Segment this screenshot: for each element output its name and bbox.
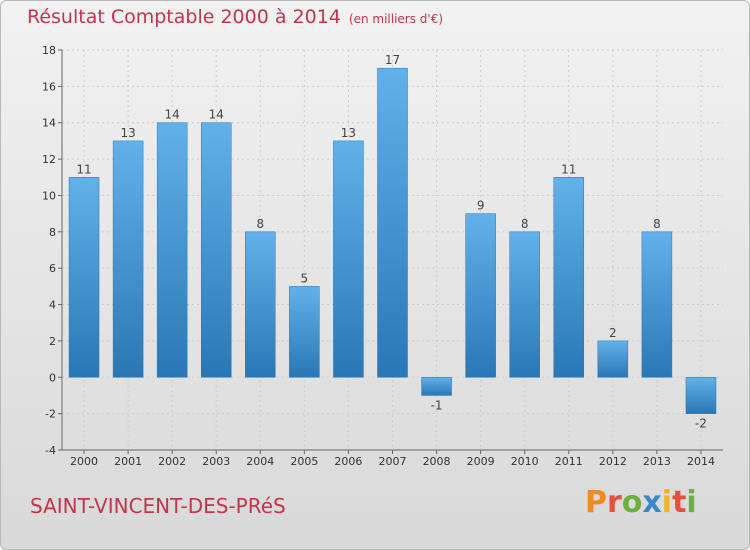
data-label-2003: 14	[209, 108, 224, 122]
logo-letter: o	[621, 485, 643, 520]
y-tick-label: 0	[49, 371, 56, 384]
y-tick-label: -4	[45, 444, 56, 457]
x-tick-label-2003: 2003	[202, 455, 230, 468]
bar-2007	[377, 67, 408, 378]
data-label-2013: 8	[653, 217, 661, 231]
logo-letter: r	[607, 485, 622, 520]
data-label-2008: -1	[431, 398, 443, 412]
logo-letter: i	[686, 485, 697, 520]
bar-2011	[553, 177, 585, 378]
axes	[58, 49, 723, 454]
chart-title-text: Résultat Comptable 2000 à 2014	[27, 6, 341, 28]
y-tick-label: 12	[42, 153, 56, 166]
y-tick-label: 4	[49, 299, 56, 312]
y-tick-label: 10	[42, 189, 56, 202]
bar-2012	[597, 340, 629, 378]
data-label-2014: -2	[695, 417, 707, 431]
x-tick-label-2008: 2008	[423, 455, 451, 468]
bar-2002	[156, 122, 188, 378]
labels: -4 -2 0 2 4 6 8 10 12 14 16 18 11 13 14 14 8 5 13 17 -1 9 8 11 2…	[42, 44, 715, 468]
bars	[68, 67, 717, 414]
chart-title: Résultat Comptable 2000 à 2014 (en millie…	[27, 6, 443, 28]
x-tick-label-2014: 2014	[687, 455, 715, 468]
x-tick-label-2002: 2002	[158, 455, 186, 468]
bar-2004	[245, 231, 276, 378]
x-tick-label-2006: 2006	[334, 455, 362, 468]
data-label-2002: 14	[165, 108, 180, 122]
bar-2006	[333, 140, 364, 378]
bar-2000	[68, 177, 100, 378]
y-tick-label: 18	[42, 44, 56, 57]
bar-2005	[289, 286, 320, 378]
y-tick-label: 8	[49, 226, 56, 239]
y-tick-label: 16	[42, 80, 56, 93]
y-tick-label: 14	[42, 117, 56, 130]
bar-2003	[200, 122, 232, 378]
x-tick-label-2007: 2007	[379, 455, 407, 468]
x-tick-label-2010: 2010	[511, 455, 539, 468]
data-label-2001: 13	[120, 126, 135, 140]
data-label-2010: 8	[521, 217, 529, 231]
data-label-2012: 2	[609, 326, 617, 340]
x-tick-label-2005: 2005	[290, 455, 318, 468]
commune-name: SAINT-VINCENT-DES-PRéS	[30, 494, 286, 518]
data-label-2011: 11	[561, 162, 576, 176]
bar-2013	[641, 231, 673, 378]
bar-2010	[509, 231, 540, 378]
x-tick-label-2001: 2001	[114, 455, 142, 468]
bar-2001	[112, 140, 144, 378]
x-tick-label-2009: 2009	[467, 455, 495, 468]
data-label-2007: 17	[385, 53, 400, 67]
data-label-2006: 13	[341, 126, 356, 140]
y-tick-label: -2	[45, 408, 56, 421]
x-tick-label-2000: 2000	[70, 455, 98, 468]
bar-2009	[465, 213, 496, 378]
bar-2014	[685, 377, 717, 414]
logo-letter: t	[672, 485, 687, 520]
y-tick-label: 6	[49, 262, 56, 275]
chart-unit: (en milliers d'€)	[348, 12, 444, 26]
data-label-2005: 5	[301, 271, 309, 285]
logo-letter: i	[661, 485, 673, 520]
data-label-2004: 8	[256, 217, 264, 231]
logo-letter: P	[585, 485, 607, 520]
data-label-2009: 9	[477, 199, 485, 213]
data-label-2000: 11	[76, 162, 91, 176]
proxiti-logo[interactable]: Proxiti	[585, 485, 697, 520]
bar-2008	[421, 377, 452, 396]
x-tick-label-2011: 2011	[555, 455, 583, 468]
logo-letter: x	[642, 485, 662, 520]
x-tick-label-2004: 2004	[246, 455, 274, 468]
x-tick-label-2012: 2012	[599, 455, 627, 468]
x-tick-label-2013: 2013	[643, 455, 671, 468]
y-tick-label: 2	[49, 335, 56, 348]
